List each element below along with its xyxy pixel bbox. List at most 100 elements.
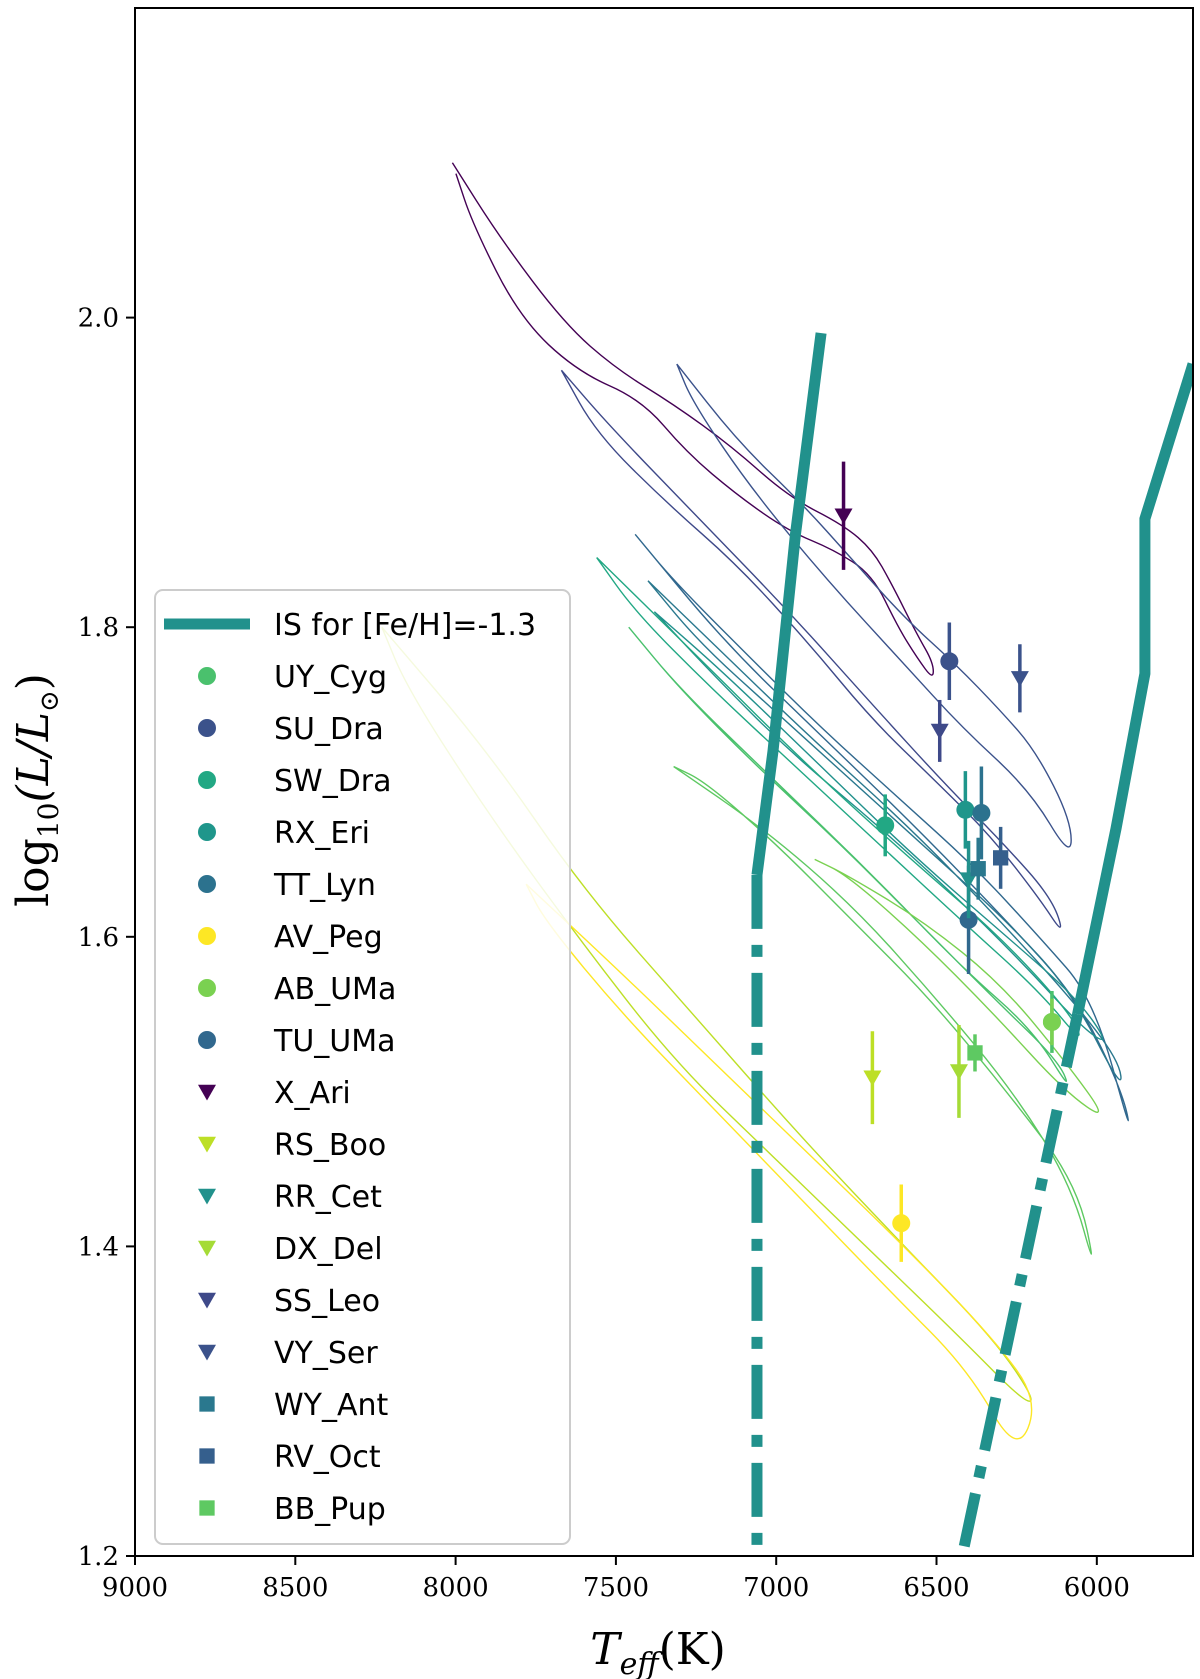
marker-square	[970, 861, 986, 877]
legend-entry-dx-del: DX_Del	[198, 1232, 383, 1267]
legend-entry-su-dra: SU_Dra	[198, 712, 384, 747]
data-points	[834, 461, 1061, 1262]
point-su-dra	[940, 622, 959, 700]
track-loop-10	[814, 858, 1100, 1113]
marker-triangle	[863, 1070, 882, 1087]
point-wy-ant	[970, 837, 986, 900]
legend-entry-av-peg: AV_Peg	[198, 920, 383, 955]
legend-label: BB_Pup	[274, 1492, 386, 1527]
point-bb-pup	[967, 1034, 983, 1072]
y-axis-title-close: )	[8, 673, 59, 690]
legend-marker	[198, 1031, 216, 1049]
y-tick-label: 1.2	[78, 1542, 119, 1572]
track-loop-8	[628, 626, 1068, 1082]
legend-label: DX_Del	[274, 1232, 383, 1267]
point-ss-leo	[930, 699, 949, 762]
legend-entry-ab-uma: AB_UMa	[198, 972, 396, 1007]
legend-marker	[198, 1240, 216, 1257]
legend-entry-tu-uma: TU_UMa	[198, 1024, 396, 1059]
legend-marker	[198, 823, 216, 841]
legend-entry-bb-pup: BB_Pup	[199, 1492, 386, 1527]
y-tick-label: 2.0	[78, 304, 119, 334]
legend-label: SS_Leo	[274, 1284, 380, 1319]
legend-box	[154, 589, 571, 1545]
legend-label: WY_Ant	[274, 1388, 389, 1423]
x-tick-label: 6000	[1064, 1573, 1130, 1603]
legend-label: RX_Eri	[274, 816, 370, 851]
x-axis-title-main: T	[590, 1624, 623, 1675]
x-tick-label: 7500	[583, 1573, 649, 1603]
y-tick-label: 1.4	[78, 1232, 119, 1262]
legend-label: RV_Oct	[274, 1440, 381, 1475]
point-rx-eri	[956, 771, 975, 849]
legend-marker	[198, 1292, 216, 1309]
legend-marker	[198, 979, 216, 997]
legend-label: SU_Dra	[274, 712, 384, 747]
legend-marker	[198, 1188, 216, 1205]
marker-circle	[1042, 1012, 1061, 1031]
legend-marker	[199, 1500, 215, 1516]
legend-entry-x-ari: X_Ari	[198, 1076, 351, 1111]
legend: IS for [Fe/H]=-1.3 UY_Cyg SU_Dra SW_Dra RX_E…	[154, 589, 571, 1545]
legend-entry-rs-boo: RS_Boo	[198, 1128, 386, 1163]
legend-marker	[198, 875, 216, 893]
x-axis-title-sub: eff	[620, 1647, 664, 1679]
marker-triangle	[1010, 671, 1029, 687]
legend-marker	[198, 1344, 216, 1361]
y-axis-title: log10(L/L⊙)	[8, 673, 65, 907]
marker-circle	[972, 803, 991, 822]
marker-square	[967, 1045, 983, 1061]
y-axis-ticks: 1.2 1.4 1.6 1.8 2.0	[78, 304, 135, 1572]
legend-entry-rr-cet: RR_Cet	[198, 1180, 382, 1215]
marker-triangle	[930, 723, 949, 740]
track-loop-9	[673, 765, 1093, 1255]
point-rs-boo	[863, 1031, 882, 1125]
y-axis-title-rest: (L/L	[8, 712, 59, 802]
marker-circle	[892, 1214, 911, 1233]
point-ab-uma	[1042, 998, 1061, 1046]
legend-marker	[198, 771, 216, 789]
x-tick-label: 8500	[262, 1573, 328, 1603]
point-x-ari	[834, 461, 853, 570]
point-rv-oct	[992, 826, 1009, 889]
plot-frame	[134, 7, 1194, 1557]
legend-entry-rx-eri: RX_Eri	[198, 816, 370, 851]
legend-marker	[198, 927, 216, 945]
track-loop-2	[676, 363, 1072, 848]
y-axis-title-main: log	[8, 838, 59, 907]
point-vy-ser	[1010, 644, 1029, 713]
legend-marker	[199, 1396, 215, 1412]
marker-circle	[956, 800, 975, 819]
marker-circle	[876, 816, 895, 835]
legend-entry-sw-dra: SW_Dra	[198, 764, 392, 799]
x-axis-title: Teff(K)	[590, 1624, 726, 1679]
legend-marker	[198, 1136, 216, 1153]
instability-strip	[751, 332, 1193, 1556]
legend-entry-wy-ant: WY_Ant	[199, 1388, 389, 1423]
red-edge-solid	[1072, 362, 1193, 1016]
point-dx-del	[949, 1025, 968, 1118]
point-sw-dra	[876, 794, 895, 857]
legend-label: RS_Boo	[274, 1128, 386, 1163]
legend-entry-ss-leo: SS_Leo	[198, 1284, 380, 1319]
y-tick-label: 1.8	[78, 613, 119, 643]
legend-label: VY_Ser	[274, 1336, 378, 1371]
track-loop-7	[596, 557, 1080, 1037]
blue-edge-solid	[751, 332, 827, 876]
x-tick-label: 9000	[102, 1573, 168, 1603]
marker-triangle	[834, 508, 853, 525]
y-axis-title-sun: ⊙	[35, 690, 65, 712]
red-edge-dashed	[956, 1013, 1083, 1556]
legend-label: AB_UMa	[274, 972, 396, 1007]
point-tt-lyn	[972, 766, 991, 860]
x-axis-title-unit: (K)	[659, 1624, 726, 1675]
x-axis-ticks: 9000 8500 8000 7500 7000 6500 6000	[102, 1556, 1130, 1603]
point-av-peg	[892, 1184, 911, 1262]
y-tick-label: 1.6	[78, 923, 119, 953]
legend-entry-instability-strip: IS for [Fe/H]=-1.3	[164, 608, 536, 643]
track-loop-1	[451, 162, 935, 676]
x-tick-label: 8000	[423, 1573, 489, 1603]
legend-label: IS for [Fe/H]=-1.3	[274, 608, 536, 643]
legend-marker	[198, 667, 216, 685]
